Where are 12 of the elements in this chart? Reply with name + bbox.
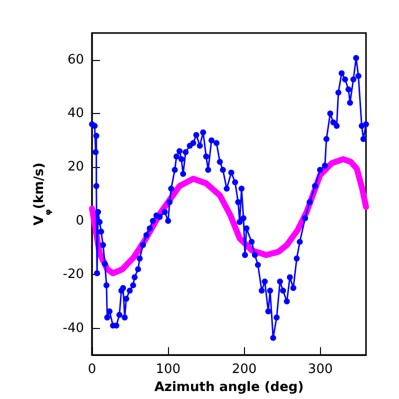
y-tick-label: 20	[67, 160, 84, 175]
y-tick-label: 40	[67, 106, 84, 122]
x-tick-label: 200	[232, 362, 257, 378]
y-tick-label: 0	[76, 213, 84, 228]
y-tick-label: -40	[62, 320, 84, 336]
y-axis-title: Vφ(km/s)	[32, 162, 52, 226]
y-tick-label: 60	[67, 52, 84, 68]
x-axis-title: Azimuth angle (deg)	[154, 380, 304, 395]
x-tick-label: 300	[308, 362, 333, 378]
x-tick-label: 100	[156, 362, 181, 378]
x-tick-label: 0	[88, 362, 96, 378]
y-tick-label: -20	[62, 267, 84, 282]
